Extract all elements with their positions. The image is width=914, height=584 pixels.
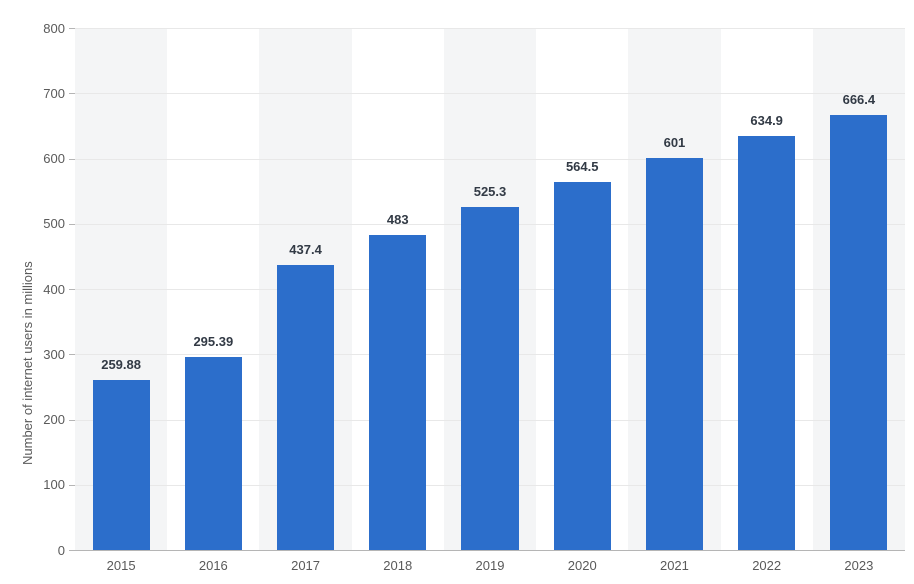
y-gridline bbox=[75, 93, 905, 94]
x-axis-line bbox=[75, 550, 905, 551]
x-tick-label: 2020 bbox=[568, 558, 597, 573]
y-gridline bbox=[75, 28, 905, 29]
bar bbox=[185, 357, 242, 550]
y-tick-mark bbox=[69, 93, 75, 94]
x-tick-label: 2017 bbox=[291, 558, 320, 573]
y-tick-mark bbox=[69, 289, 75, 290]
x-tick-label: 2015 bbox=[107, 558, 136, 573]
y-tick-label: 700 bbox=[43, 86, 65, 101]
bar bbox=[369, 235, 426, 550]
bar bbox=[830, 115, 887, 550]
y-tick-label: 500 bbox=[43, 216, 65, 231]
y-tick-label: 600 bbox=[43, 151, 65, 166]
y-tick-mark bbox=[69, 159, 75, 160]
bar bbox=[461, 207, 518, 550]
y-tick-label: 300 bbox=[43, 347, 65, 362]
bar-value-label: 295.39 bbox=[193, 334, 233, 349]
bar bbox=[646, 158, 703, 550]
x-tick-label: 2023 bbox=[844, 558, 873, 573]
bar-value-label: 601 bbox=[664, 135, 686, 150]
y-axis-title: Number of internet users in millions bbox=[20, 261, 35, 465]
bar-value-label: 525.3 bbox=[474, 184, 507, 199]
bar bbox=[738, 136, 795, 550]
bar-value-label: 259.88 bbox=[101, 357, 141, 372]
y-tick-label: 800 bbox=[43, 21, 65, 36]
x-tick-label: 2018 bbox=[383, 558, 412, 573]
x-tick-label: 2016 bbox=[199, 558, 228, 573]
x-tick-label: 2019 bbox=[476, 558, 505, 573]
chart-container: 259.88 295.39 437.4 483 525.3 564.5 601 634.9 66… bbox=[0, 0, 914, 584]
x-tick-label: 2022 bbox=[752, 558, 781, 573]
plot-area: 259.88 295.39 437.4 483 525.3 564.5 601 634.9 66… bbox=[75, 28, 905, 550]
bar-value-label: 483 bbox=[387, 212, 409, 227]
y-tick-mark bbox=[69, 28, 75, 29]
bar-value-label: 437.4 bbox=[289, 242, 322, 257]
bar bbox=[277, 265, 334, 550]
y-tick-label: 0 bbox=[58, 543, 65, 558]
y-tick-mark bbox=[69, 224, 75, 225]
y-tick-mark bbox=[69, 485, 75, 486]
y-tick-mark bbox=[69, 354, 75, 355]
y-tick-label: 200 bbox=[43, 412, 65, 427]
y-tick-mark bbox=[69, 420, 75, 421]
bar bbox=[554, 182, 611, 550]
y-tick-label: 400 bbox=[43, 282, 65, 297]
bar-value-label: 666.4 bbox=[843, 92, 876, 107]
x-tick-label: 2021 bbox=[660, 558, 689, 573]
y-tick-label: 100 bbox=[43, 477, 65, 492]
bar-value-label: 564.5 bbox=[566, 159, 599, 174]
bar-value-label: 634.9 bbox=[750, 113, 783, 128]
bar bbox=[93, 380, 150, 550]
